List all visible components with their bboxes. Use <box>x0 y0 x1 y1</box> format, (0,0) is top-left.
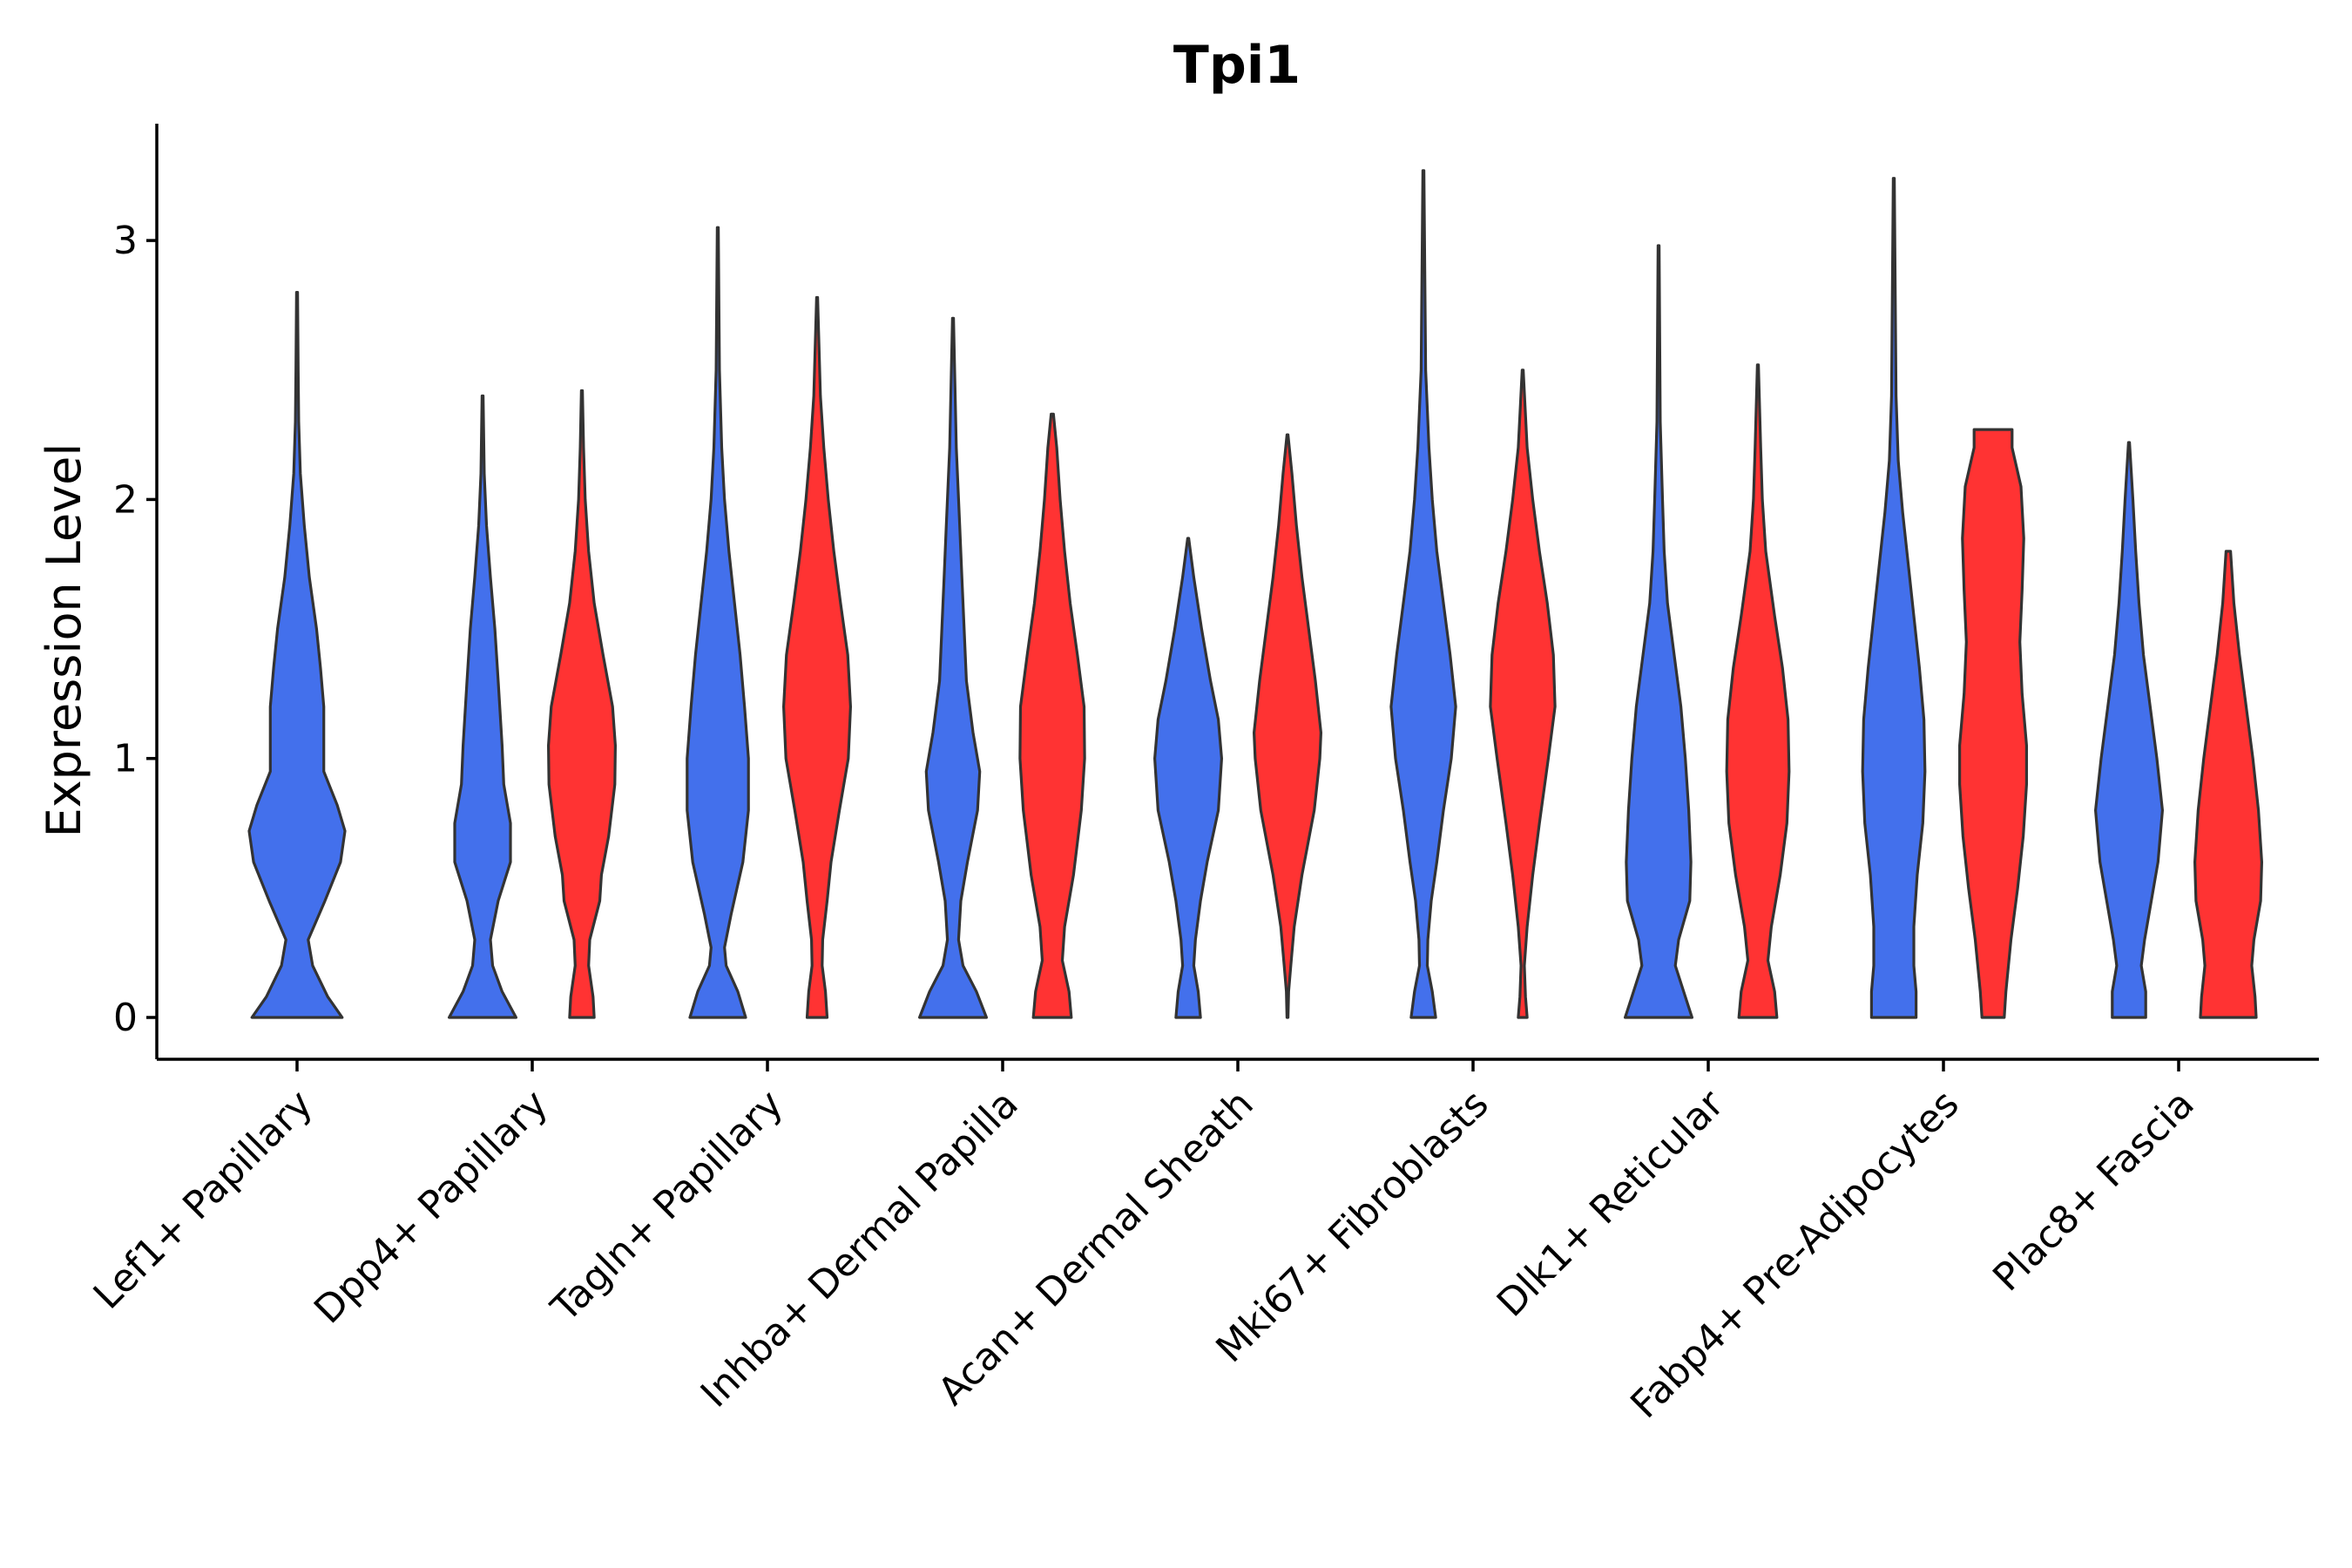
violin-blue <box>1153 537 1223 1019</box>
violin-red <box>547 389 617 1019</box>
violin-red <box>1958 428 2028 1019</box>
y-tick-label: 0 <box>113 996 138 1040</box>
x-tick-label: Dlk1+ Reticular <box>1489 1081 1734 1326</box>
violin-blue <box>1389 169 1457 1019</box>
x-tick-label: Mki67+ Fibroblasts <box>1207 1082 1497 1371</box>
violin-blue <box>686 226 750 1019</box>
violin-red <box>1725 363 1791 1019</box>
violin-blue <box>247 291 347 1019</box>
violin-red <box>1018 412 1086 1019</box>
chart-title: Tpi1 <box>1173 35 1301 96</box>
x-tick-label: Lef1+ Papillary <box>85 1082 321 1318</box>
violin-blue <box>1624 244 1693 1019</box>
y-ticks: 0 1 2 3 <box>113 219 157 1040</box>
violin-blue <box>448 394 517 1019</box>
violin-red <box>1253 433 1322 1019</box>
violin-blue <box>2094 441 2164 1019</box>
x-tick-label: Tagln+ Papillary <box>543 1082 792 1331</box>
y-tick-label: 2 <box>113 477 138 522</box>
violin-red <box>2193 550 2263 1019</box>
y-tick-label: 3 <box>113 219 138 263</box>
violin-red <box>782 295 852 1019</box>
x-tick-label: Plac8+ Fascia <box>1984 1082 2203 1301</box>
violin-blue <box>1861 177 1927 1019</box>
y-axis-label: Expression Level <box>37 443 91 838</box>
y-tick-label: 1 <box>113 737 138 781</box>
violin-red <box>1489 368 1557 1019</box>
x-tick-label: Dpp4+ Papillary <box>306 1082 557 1333</box>
violin-group <box>247 169 2263 1019</box>
violin-blue <box>918 316 988 1019</box>
